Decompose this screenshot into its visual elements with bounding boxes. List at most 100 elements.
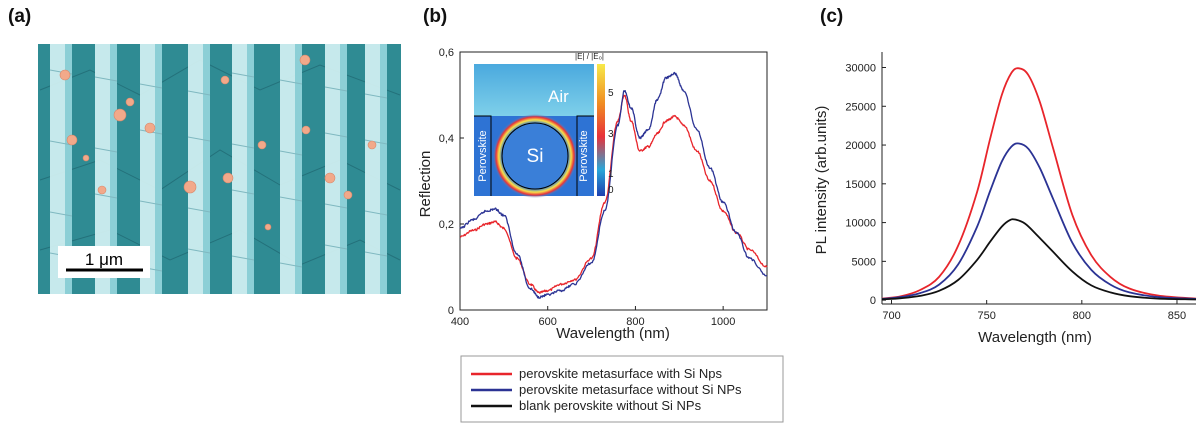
legend: perovskite metasurface with Si Nps perov… <box>460 355 784 423</box>
sem-nanoparticle <box>301 125 311 135</box>
sem-nanoparticle <box>66 134 78 146</box>
x-tick-label: 1000 <box>711 316 735 328</box>
sem-stripe-segment <box>364 93 388 99</box>
sem-stripe-segment <box>364 210 388 216</box>
sem-stripe-shade <box>203 44 210 294</box>
y-tick-label: 0 <box>448 305 454 317</box>
sem-stripe-segment <box>279 196 303 202</box>
pl-intensity-chart: 700 750 800 850 0 5000 10000 15000 20000 25000 300… <box>813 52 1197 346</box>
sem-nanoparticle <box>257 140 267 150</box>
sem-stripe-segment <box>187 207 211 213</box>
sem-stripe-segment <box>187 248 211 254</box>
x-tick-label: 600 <box>539 316 557 328</box>
x-tick-label: 750 <box>977 310 995 322</box>
y-tick-label: 0,4 <box>439 133 454 145</box>
sem-stripe-segment <box>94 76 118 82</box>
sem-stripe-segment <box>324 132 348 138</box>
sem-stripe-segment <box>324 203 348 209</box>
colorbar-title: |E| / |E₀| <box>575 52 604 61</box>
sem-stripe-segment <box>279 79 303 85</box>
pl-x-axis-label: Wavelength (nm) <box>978 329 1092 346</box>
y-tick-label: 15000 <box>845 179 876 191</box>
colorbar-tick-0: 0 <box>608 185 614 196</box>
colorbar-tick-3: 3 <box>608 129 614 140</box>
sem-stripe-shade <box>65 44 72 294</box>
x-tick-label: 700 <box>882 310 900 322</box>
sem-stripe-segment <box>94 147 118 153</box>
y-tick-label: 0 <box>870 295 876 307</box>
sem-stripe-segment <box>324 86 348 92</box>
y-tick-label: 0,2 <box>439 219 454 231</box>
scale-bar: 1 μm <box>58 246 150 278</box>
sem-nanoparticle <box>82 154 90 162</box>
sem-stripe-segment <box>231 72 255 78</box>
reflection-y-axis-label: Reflection <box>417 151 434 218</box>
sem-nanoparticle <box>113 108 127 122</box>
inset-si-label: Si <box>527 146 544 167</box>
sem-stripe-segment <box>231 255 255 261</box>
scale-bar-label: 1 μm <box>85 250 123 269</box>
sem-nanoparticle <box>125 97 135 107</box>
field-map-inset: Air Si Perovskite Perovskite |E| / |E₀| … <box>474 52 614 198</box>
colorbar-tick-5: 5 <box>608 88 614 99</box>
sem-stripe-shade <box>155 44 162 294</box>
sem-nanoparticle <box>183 180 197 194</box>
y-tick-label: 20000 <box>845 140 876 152</box>
sem-stripe-shade <box>247 44 254 294</box>
inset-air-label: Air <box>548 87 569 106</box>
x-tick-label: 800 <box>626 316 644 328</box>
series-line-1 <box>881 67 1197 300</box>
pl-y-axis-label: PL intensity (arb.units) <box>813 106 830 255</box>
sem-stripe-segment <box>139 83 163 89</box>
reflection-plot-frame <box>459 51 768 311</box>
panel-a-label: (a) <box>8 6 31 27</box>
y-tick-label: 0,6 <box>439 47 454 59</box>
series-line-2 <box>881 142 1197 300</box>
sem-nanoparticle <box>324 172 336 184</box>
sem-stripe-segment <box>49 211 73 217</box>
inset-right-perovskite-label: Perovskite <box>578 130 590 181</box>
sem-nanoparticle <box>97 185 107 195</box>
sem-stripe-segment <box>279 150 303 156</box>
y-tick-label: 25000 <box>845 101 876 113</box>
sem-stripe-segment <box>187 136 211 142</box>
x-tick-label: 800 <box>1073 310 1091 322</box>
sem-nanoparticle <box>367 140 377 150</box>
legend-entry-blue: perovskite metasurface without Si NPs <box>519 382 742 397</box>
sem-stripe-segment <box>324 244 348 250</box>
legend-entry-black: blank perovskite without Si NPs <box>519 398 702 413</box>
legend-entry-red: perovskite metasurface with Si Nps <box>519 366 723 381</box>
panel-c-label: (c) <box>820 6 843 27</box>
sem-nanoparticle <box>264 223 272 231</box>
sem-nanoparticle <box>222 172 234 184</box>
sem-stripe-segment <box>94 193 118 199</box>
sem-nanoparticle <box>299 54 311 66</box>
colorbar <box>597 64 605 196</box>
sem-stripe-segment <box>231 143 255 149</box>
sem-stripe-shade <box>295 44 302 294</box>
sem-nanoparticle <box>144 122 156 134</box>
panel-b-label: (b) <box>423 6 447 27</box>
y-tick-label: 5000 <box>852 256 876 268</box>
sem-stripe-segment <box>364 139 388 145</box>
sem-nanoparticle <box>220 75 230 85</box>
sem-stripe-shade <box>380 44 387 294</box>
sem-stripe-segment <box>49 140 73 146</box>
sem-stripe-segment <box>279 262 303 268</box>
colorbar-tick-1: 1 <box>608 169 614 180</box>
sem-stripe-shade <box>340 44 347 294</box>
series-line-2 <box>459 71 768 299</box>
sem-stripe-segment <box>139 200 163 206</box>
sem-stripe-segment <box>187 90 211 96</box>
sem-stripe-segment <box>231 189 255 195</box>
reflection-x-axis-label: Wavelength (nm) <box>556 325 670 342</box>
inset-left-perovskite-label: Perovskite <box>477 130 489 181</box>
sem-nanoparticle <box>343 190 353 200</box>
sem-micrograph <box>38 44 401 294</box>
x-tick-label: 850 <box>1168 310 1186 322</box>
sem-nanoparticle <box>59 69 71 81</box>
y-tick-label: 10000 <box>845 218 876 230</box>
series-line-3 <box>881 218 1197 301</box>
